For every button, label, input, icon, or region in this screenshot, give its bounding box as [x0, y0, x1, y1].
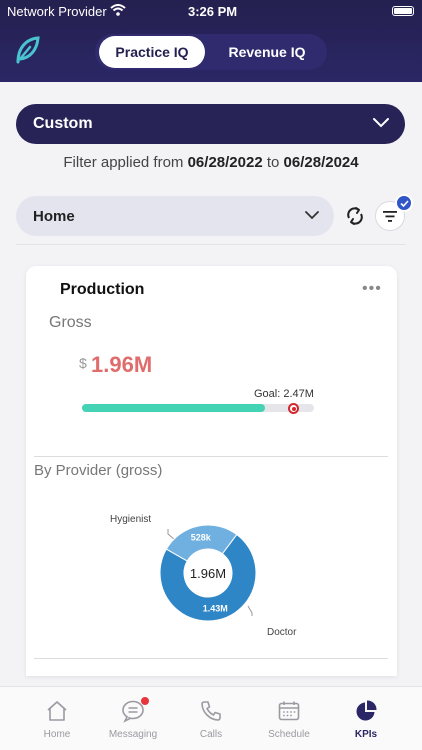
filter-end-date: 06/28/2024: [283, 154, 359, 171]
tab-home[interactable]: Home: [15, 687, 99, 750]
divider: [16, 244, 406, 245]
production-progress-bar: [82, 404, 314, 412]
pie-chart-icon: [356, 700, 377, 721]
card-title: Production: [60, 281, 145, 298]
more-options-icon[interactable]: •••: [362, 280, 382, 297]
provider-donut-chart: 1.96M 528k 1.43M: [159, 524, 257, 622]
chat-bubble-icon: [122, 700, 144, 723]
slice-label-doctor: Doctor: [267, 627, 297, 638]
divider: [34, 658, 388, 659]
production-card: Production ••• Gross $ 1.96M Goal: 2.47M…: [26, 266, 397, 676]
tab-schedule[interactable]: Schedule: [247, 687, 331, 750]
donut-hole: [184, 549, 232, 597]
leader-line: [167, 529, 176, 541]
goal-label: Goal: 2.47M: [254, 388, 314, 400]
tab-calls[interactable]: Calls: [169, 687, 253, 750]
tab-label: Messaging: [108, 729, 158, 740]
tab-label: Home: [43, 729, 71, 740]
checkmark-icon: [399, 199, 409, 207]
leader-line: [247, 605, 253, 616]
location-label: Home: [33, 207, 75, 225]
tab-label: Calls: [199, 729, 223, 740]
notification-dot: [141, 697, 149, 705]
divider: [34, 456, 388, 457]
goal-target-icon: [288, 403, 299, 414]
product-switcher: Practice IQ Revenue IQ: [95, 34, 327, 70]
gross-label: Gross: [49, 314, 92, 331]
progress-fill: [82, 404, 266, 412]
provider-section-title: By Provider (gross): [34, 462, 163, 479]
battery-icon: [392, 6, 414, 16]
tab-kpis[interactable]: KPIs: [324, 687, 408, 750]
filter-lines-icon: [383, 210, 397, 222]
date-range-dropdown[interactable]: Custom: [16, 104, 405, 144]
wifi-icon: [110, 4, 126, 16]
location-dropdown[interactable]: Home: [16, 196, 334, 236]
slice-value-hygienist: 528k: [191, 533, 212, 543]
filter-connector: to: [266, 154, 280, 171]
filter-applied-text: Filter applied from 06/28/2022 to 06/28/…: [0, 154, 422, 171]
bottom-tab-bar: Home Messaging Calls Schedule K: [0, 686, 422, 750]
tab-label: KPIs: [354, 729, 378, 740]
filter-start-date: 06/28/2022: [187, 154, 263, 171]
donut-center-label: 1.96M: [190, 566, 226, 581]
home-icon: [47, 701, 67, 721]
status-bar: Network Provider 3:26 PM: [0, 0, 422, 22]
slice-label-hygienist: Hygienist: [110, 514, 152, 525]
app-header: Network Provider 3:26 PM Practice IQ Rev…: [0, 0, 422, 82]
tab-practice-iq[interactable]: Practice IQ: [99, 36, 205, 68]
filter-active-badge: [395, 194, 413, 212]
tab-messaging[interactable]: Messaging: [91, 687, 175, 750]
gross-value: $ 1.96M: [79, 352, 153, 378]
carrier-label: Network Provider: [7, 4, 107, 19]
tab-label: Schedule: [268, 729, 310, 740]
currency-symbol: $: [79, 355, 87, 371]
refresh-icon[interactable]: [344, 205, 366, 227]
slice-value-doctor: 1.43M: [203, 603, 228, 613]
filter-prefix: Filter applied from: [63, 154, 184, 171]
chevron-down-icon: [373, 118, 389, 128]
chevron-down-icon: [305, 211, 319, 220]
gross-amount: 1.96M: [91, 352, 153, 377]
calendar-icon: [278, 701, 300, 721]
phone-icon: [201, 701, 221, 721]
tab-revenue-iq[interactable]: Revenue IQ: [228, 44, 306, 60]
date-range-label: Custom: [33, 115, 93, 132]
feather-leaf-icon[interactable]: [14, 36, 40, 64]
status-time: 3:26 PM: [188, 4, 238, 19]
